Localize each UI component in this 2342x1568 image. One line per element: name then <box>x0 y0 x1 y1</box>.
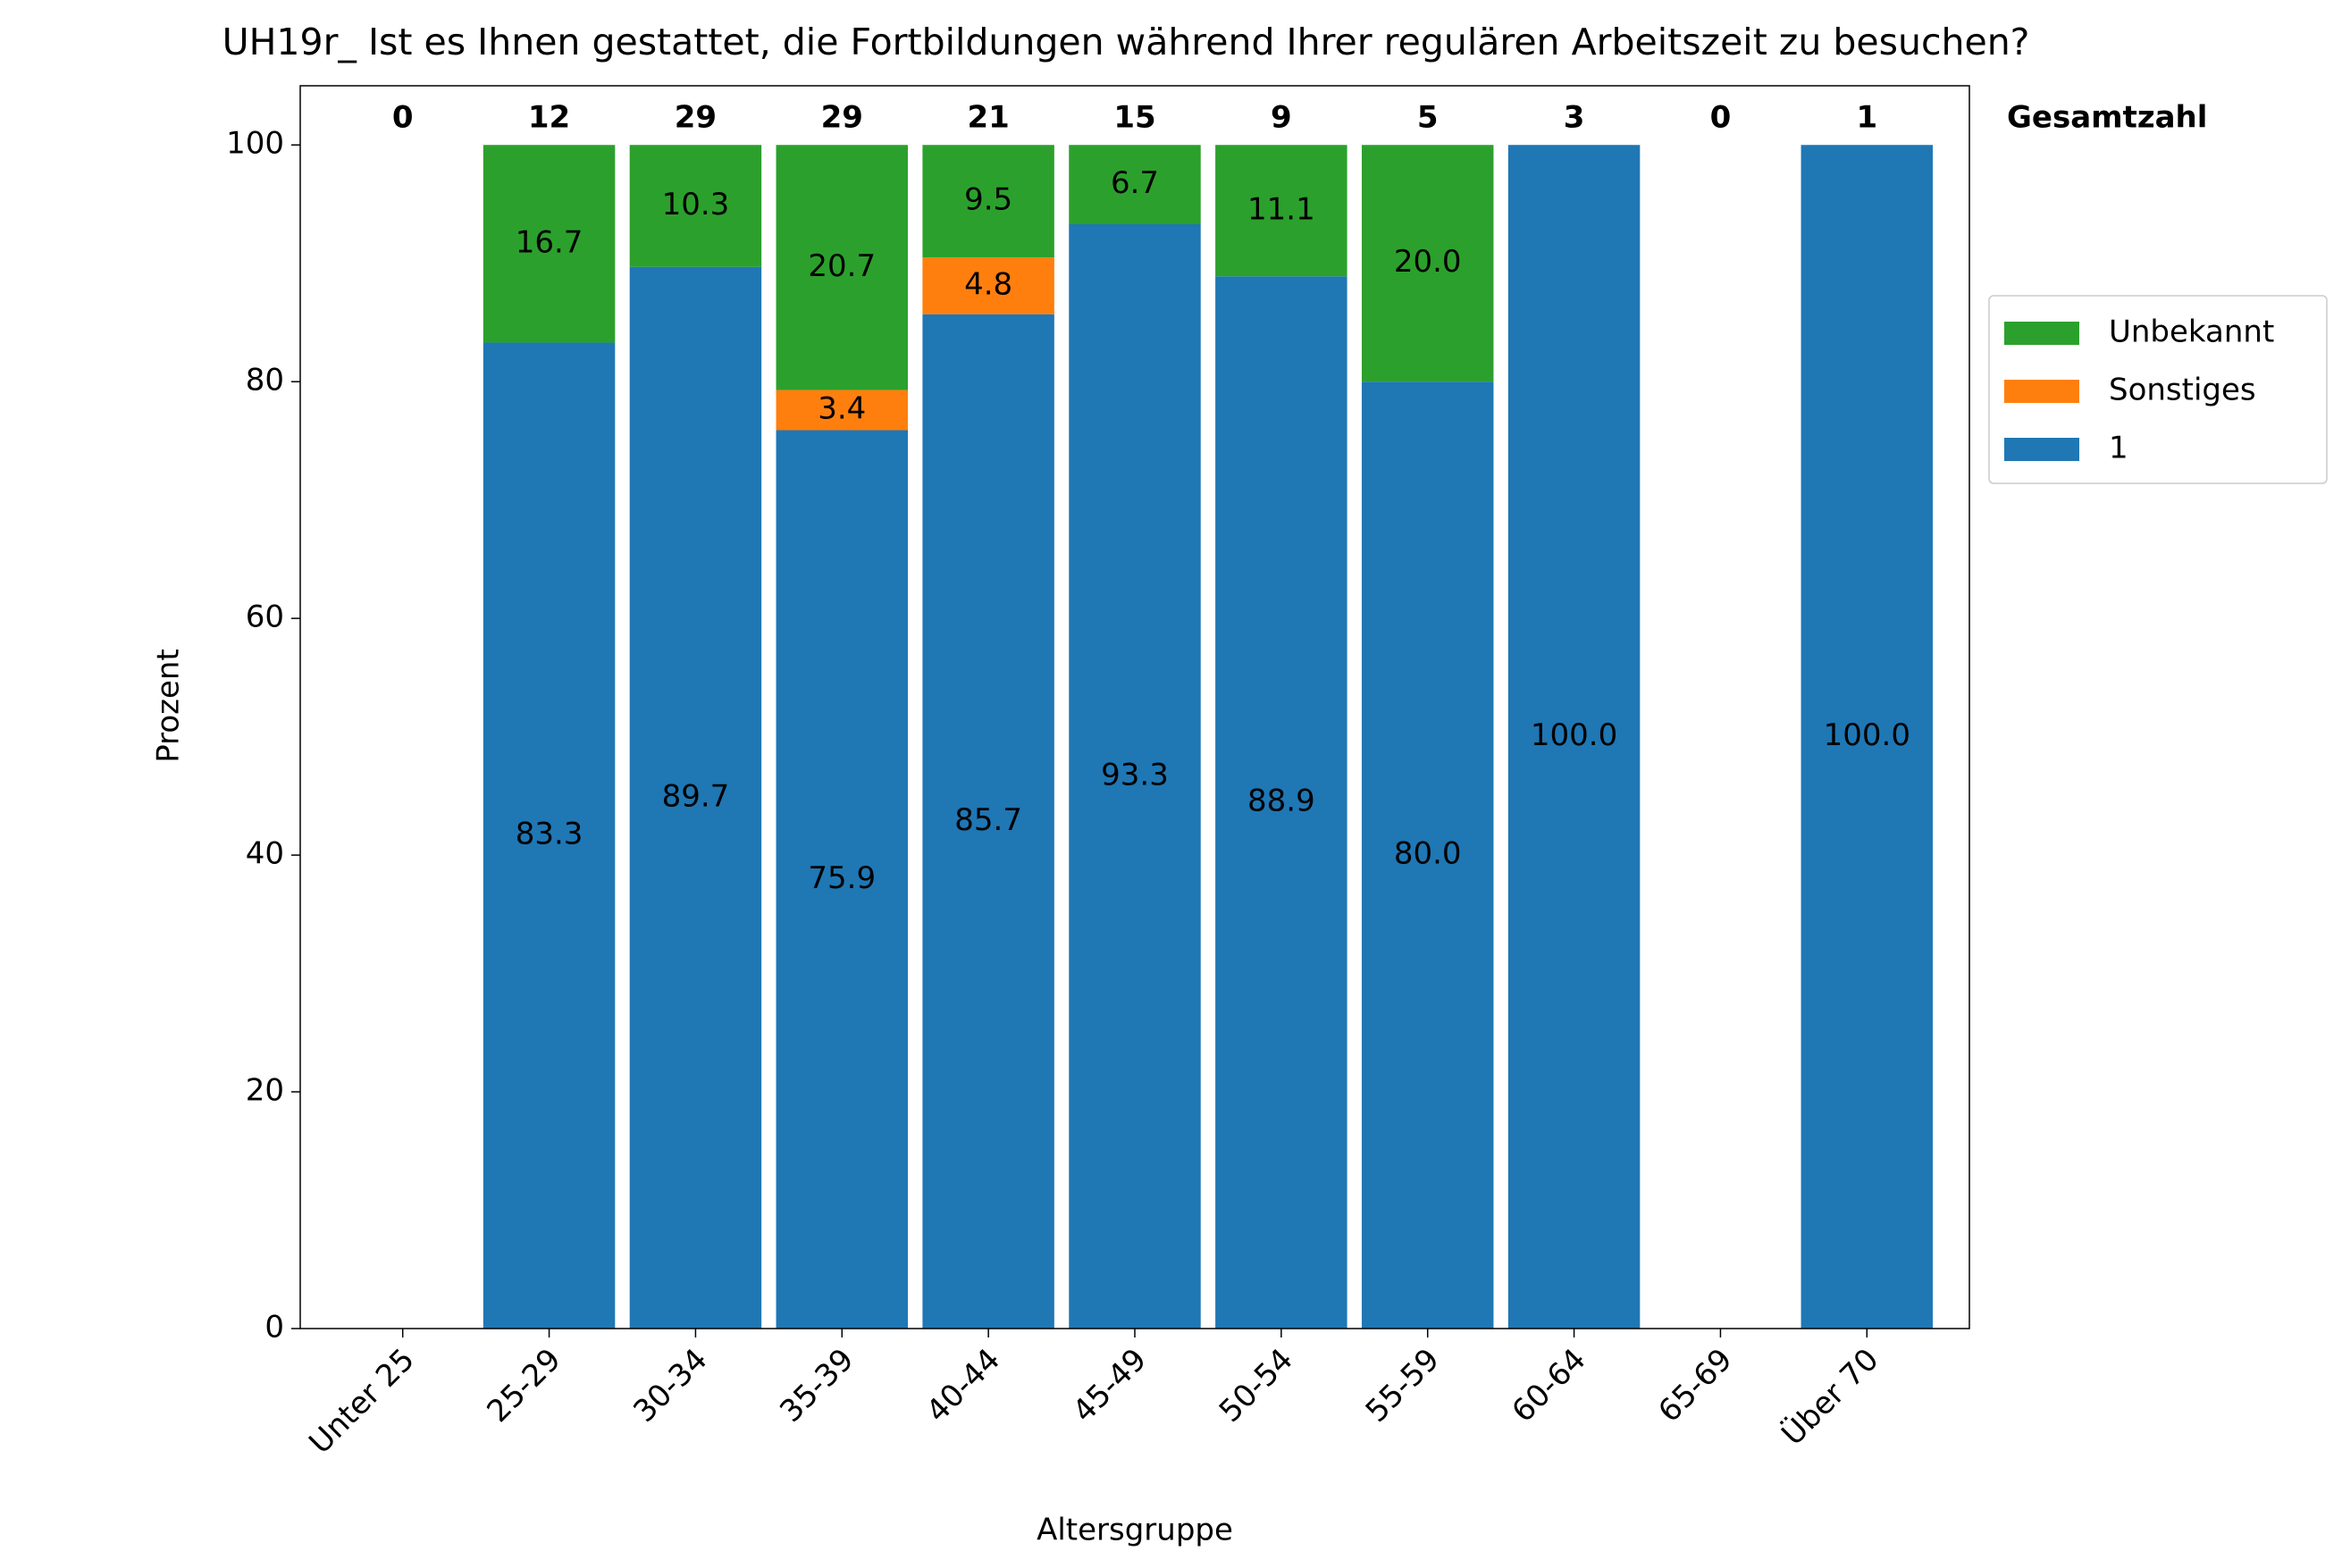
bar-segment <box>629 266 762 1329</box>
legend-label: Unbekannt <box>2109 314 2274 350</box>
bar-segment <box>776 430 909 1329</box>
total-label: 0 <box>1710 100 1732 136</box>
total-label: 12 <box>528 100 570 136</box>
bar-segment <box>483 342 616 1329</box>
value-label: 83.3 <box>516 817 583 852</box>
bar-segment <box>1801 145 1934 1329</box>
bar-segment <box>1215 276 1347 1329</box>
total-label: 29 <box>821 100 863 136</box>
value-label: 75.9 <box>808 860 876 896</box>
value-label: 80.0 <box>1394 836 1462 872</box>
legend-swatch <box>2004 380 2079 403</box>
value-label: 100.0 <box>1531 717 1617 753</box>
value-label: 10.3 <box>662 187 730 222</box>
totals-label: Gesamtzahl <box>2007 100 2207 136</box>
value-label: 11.1 <box>1247 191 1315 227</box>
value-label: 6.7 <box>1111 165 1159 201</box>
y-tick-label: 20 <box>246 1073 284 1109</box>
value-label: 20.7 <box>808 248 876 284</box>
bar-segment <box>629 145 762 267</box>
bar-segment <box>1361 145 1494 382</box>
bar-segment <box>776 145 909 390</box>
total-label: 5 <box>1417 100 1439 136</box>
total-label: 3 <box>1564 100 1585 136</box>
value-label: 88.9 <box>1247 784 1315 819</box>
bar-segment <box>1069 223 1201 1329</box>
legend-swatch <box>2004 322 2079 345</box>
total-label: 9 <box>1271 100 1292 136</box>
bar-segment <box>1215 145 1347 277</box>
y-tick-label: 80 <box>246 363 284 398</box>
value-label: 93.3 <box>1101 757 1169 792</box>
total-label: 0 <box>392 100 414 136</box>
total-label: 21 <box>967 100 1009 136</box>
value-label: 9.5 <box>964 182 1012 218</box>
bar-segment <box>483 145 616 343</box>
total-label: 29 <box>675 100 717 136</box>
y-axis-label: Prozent <box>151 649 187 763</box>
plot-frame <box>299 85 1970 1329</box>
value-label: 20.0 <box>1394 244 1462 280</box>
y-tick-label: 60 <box>246 600 284 635</box>
bar-segment <box>776 390 909 431</box>
value-label: 16.7 <box>516 224 583 260</box>
total-label: 15 <box>1113 100 1155 136</box>
bar-segment <box>922 314 1054 1329</box>
x-axis-label: Altersgruppe <box>1037 1513 1233 1548</box>
value-label: 4.8 <box>964 266 1012 302</box>
value-label: 100.0 <box>1824 717 1910 753</box>
chart-title: UH19r_ Ist es Ihnen gestattet, die Fortb… <box>222 21 2030 63</box>
bar-segment <box>922 145 1054 258</box>
bar-segment <box>922 257 1054 314</box>
legend-label: 1 <box>2109 431 2128 466</box>
legend-swatch <box>2004 438 2079 461</box>
legend-label: Sonstiges <box>2109 373 2256 408</box>
y-tick-label: 0 <box>264 1310 284 1346</box>
bar-segment <box>1361 382 1494 1329</box>
bar-segment <box>1069 145 1201 224</box>
y-tick-label: 100 <box>226 126 284 162</box>
value-label: 3.4 <box>818 390 866 426</box>
total-label: 1 <box>1856 100 1877 136</box>
bar-segment <box>1507 145 1641 1329</box>
value-label: 85.7 <box>954 802 1022 838</box>
value-label: 89.7 <box>662 778 730 814</box>
y-tick-label: 40 <box>246 836 284 872</box>
